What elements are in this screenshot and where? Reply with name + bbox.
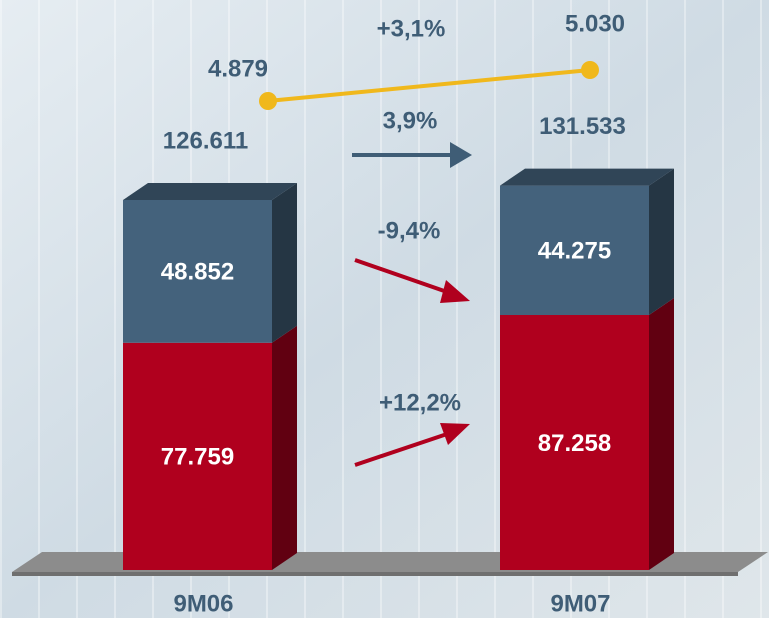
annotation: -9,4% xyxy=(378,217,441,244)
annotation: +12,2% xyxy=(379,389,461,416)
bar-segment xyxy=(123,342,272,570)
arrow-blue-seg xyxy=(354,258,451,295)
arrows xyxy=(352,142,472,467)
arrow-red-seg xyxy=(354,431,451,467)
bar-top xyxy=(123,183,297,200)
segment-label: 87.258 xyxy=(538,430,611,457)
segment-label: 44.275 xyxy=(538,238,611,265)
floor-edge xyxy=(12,572,738,576)
bar-segment xyxy=(500,185,649,316)
line-point xyxy=(581,61,599,79)
arrow-head xyxy=(450,142,472,168)
line-label: 5.030 xyxy=(565,10,625,37)
segment-label: 77.759 xyxy=(161,444,234,471)
total-label: 131.533 xyxy=(539,113,626,140)
x-tick-label: 9M06 xyxy=(173,590,233,617)
bar-top xyxy=(500,168,674,186)
x-tick-label: 9M07 xyxy=(550,590,610,617)
bar-side xyxy=(649,168,674,316)
annotation: +3,1% xyxy=(377,15,446,42)
bar-segment xyxy=(123,200,272,343)
arrow-head xyxy=(440,423,470,445)
segment-label: 48.852 xyxy=(161,259,234,286)
total-label: 126.611 xyxy=(163,127,248,154)
bar-side xyxy=(649,298,674,570)
line-label: 4.879 xyxy=(208,55,268,82)
marks xyxy=(123,168,674,570)
annotation: 3,9% xyxy=(383,107,438,134)
bar-side xyxy=(272,183,297,343)
bar-segment xyxy=(500,315,649,570)
bar-side xyxy=(272,325,297,570)
line xyxy=(267,68,591,103)
arrow-head xyxy=(440,280,470,303)
line-point xyxy=(259,92,277,110)
